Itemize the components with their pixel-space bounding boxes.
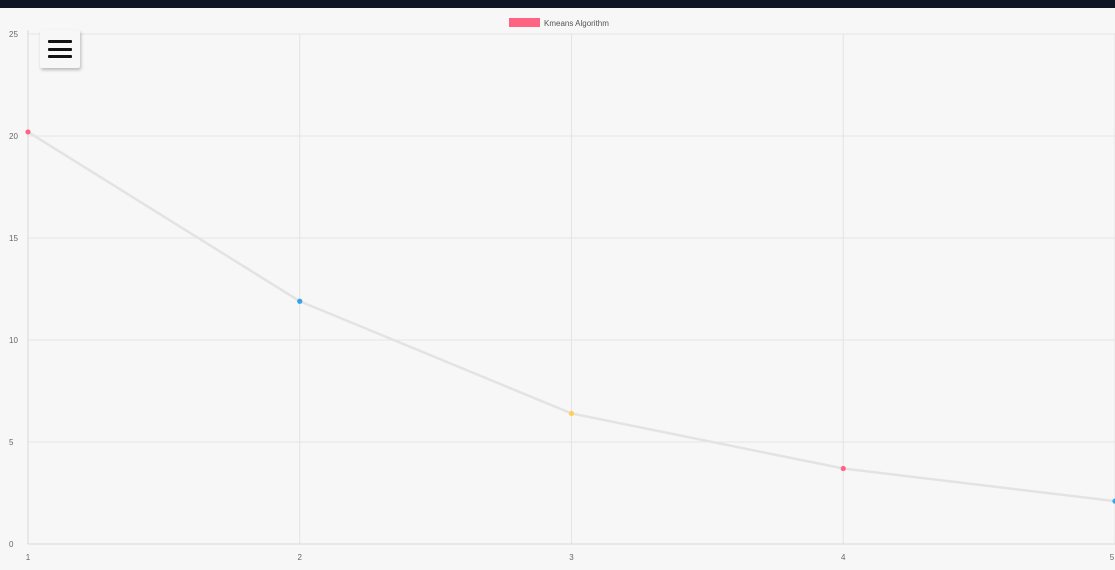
hamburger-menu-icon [48,40,72,58]
grid-lines [27,30,1115,545]
data-points [25,129,1115,504]
y-tick-label: 10 [9,336,18,345]
legend-color-box [509,18,540,27]
y-tick-label: 15 [9,234,18,243]
chart-container: 0 5 10 15 20 25 1 2 3 4 5 Kmeans Algorithm [0,8,1115,570]
x-tick-label: 4 [841,553,846,562]
legend[interactable]: Kmeans Algorithm [509,18,609,28]
x-tick-label: 3 [569,553,574,562]
data-point[interactable] [1112,498,1115,504]
y-tick-label: 0 [9,540,14,549]
y-tick-label: 25 [9,30,18,39]
x-tick-label: 1 [26,553,31,562]
data-point[interactable] [568,410,575,417]
data-point[interactable] [297,298,303,304]
axis-labels: 0 5 10 15 20 25 1 2 3 4 5 [9,30,1115,562]
data-point[interactable] [25,129,31,135]
menu-button[interactable] [40,30,80,68]
data-point[interactable] [840,465,846,472]
y-tick-label: 5 [9,438,14,447]
x-tick-label: 5 [1110,553,1115,562]
window-top-bar [0,0,1115,8]
x-tick-label: 2 [298,553,303,562]
line-chart: 0 5 10 15 20 25 1 2 3 4 5 Kmeans Algorithm [9,18,1115,562]
legend-label: Kmeans Algorithm [544,19,609,28]
y-tick-label: 20 [9,132,18,141]
